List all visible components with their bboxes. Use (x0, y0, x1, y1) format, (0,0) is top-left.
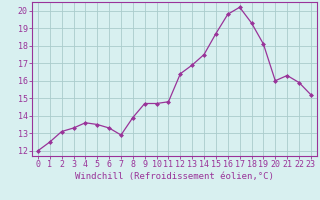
X-axis label: Windchill (Refroidissement éolien,°C): Windchill (Refroidissement éolien,°C) (75, 172, 274, 181)
